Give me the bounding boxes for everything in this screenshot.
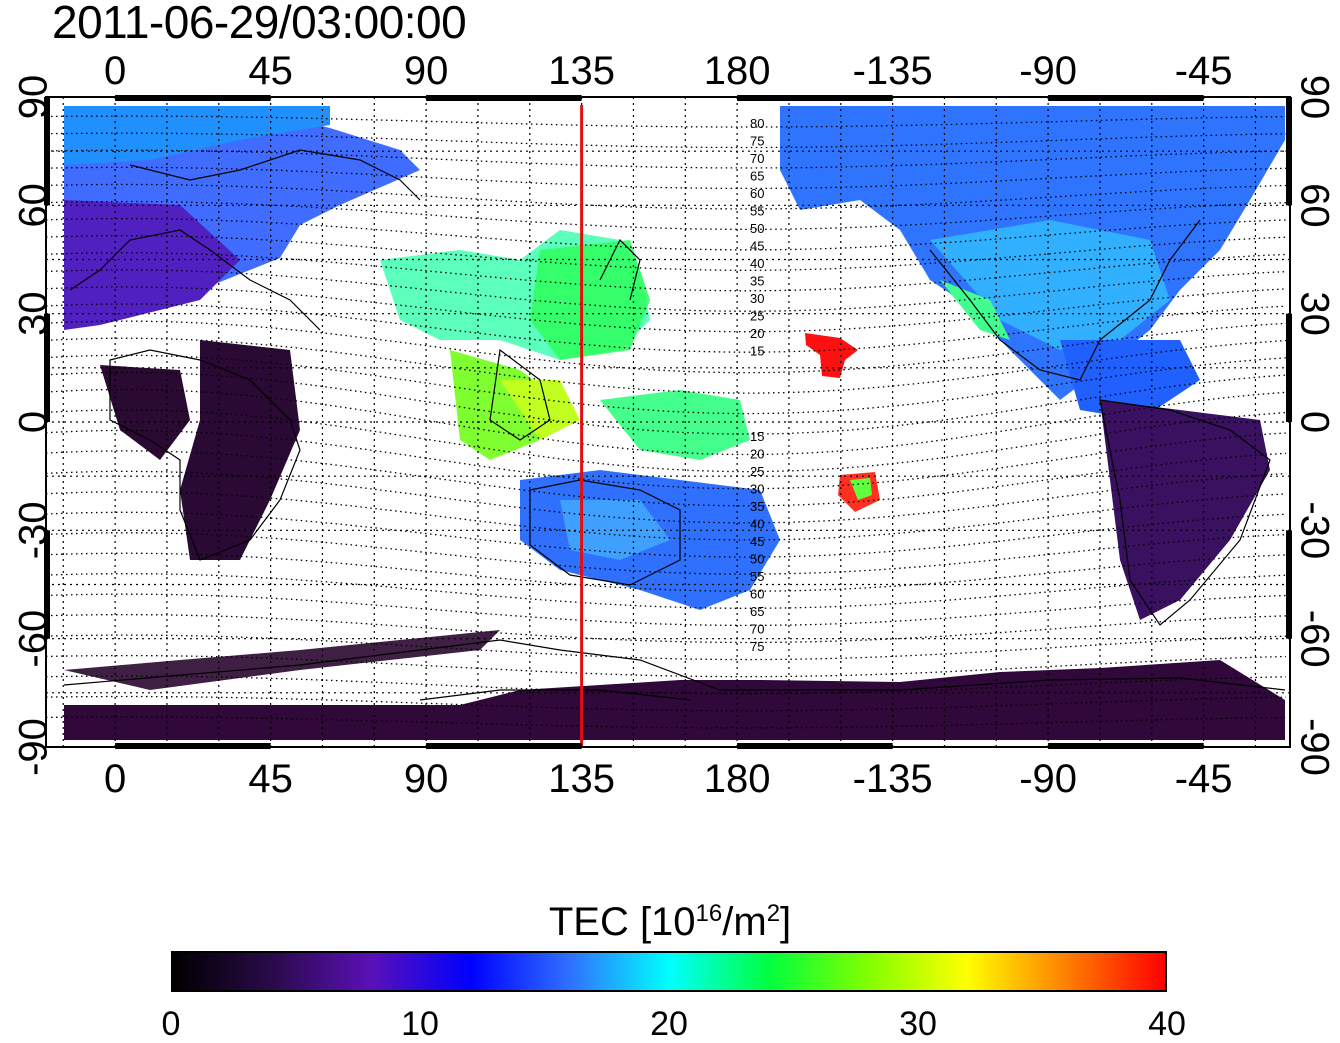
contour-label: 55 xyxy=(750,204,764,219)
right-lat-label: 0 xyxy=(1292,411,1336,433)
colorbar-tick-label: 0 xyxy=(161,1005,181,1043)
contour-label: 35 xyxy=(750,274,764,289)
contour-label: 45 xyxy=(750,239,764,254)
bottom-lon-label: 180 xyxy=(704,757,771,801)
right-lat-label: -90 xyxy=(1292,718,1336,776)
top-lon-label: 0 xyxy=(104,49,126,93)
bottom-lon-label: 0 xyxy=(104,757,126,801)
right-lat-label: 90 xyxy=(1292,75,1336,120)
top-lon-label: -90 xyxy=(1019,49,1077,93)
bottom-lon-label: 45 xyxy=(248,757,293,801)
timestamp-title: 2011-06-29/03:00:00 xyxy=(52,0,467,48)
top-lon-label: -135 xyxy=(853,49,933,93)
colorbar-tick-label: 40 xyxy=(1148,1005,1186,1043)
magnetic-contours xyxy=(45,115,1287,729)
left-lat-label: 60 xyxy=(12,183,56,228)
contour-label: 25 xyxy=(750,309,764,324)
axis-bars xyxy=(44,95,1292,749)
top-lon-label: 90 xyxy=(404,49,449,93)
left-lat-label: -90 xyxy=(12,718,56,776)
contour-label: 25 xyxy=(750,464,764,479)
colorbar-tick-label: 10 xyxy=(401,1005,439,1043)
left-lat-label: 90 xyxy=(12,75,56,120)
contour-label: 35 xyxy=(750,499,764,514)
bottom-lon-label: 135 xyxy=(548,757,615,801)
coastlines xyxy=(63,149,1286,701)
contour-label: 60 xyxy=(750,587,764,602)
right-lat-label: -60 xyxy=(1292,610,1336,668)
tec-map: 0 45 90 135 180 -135 -90 -45 0 45 90 135 180 -135 -90… xyxy=(12,49,1337,801)
contour-labels: 80 75 70 65 60 55 50 45 40 35 30 25 20 15 15 20 25 30 35 40… xyxy=(750,116,764,654)
contour-label: 75 xyxy=(750,639,764,654)
bottom-lon-label: -45 xyxy=(1175,757,1233,801)
colorbar-title: TEC [1016/m2] xyxy=(548,900,792,944)
contour-label: 70 xyxy=(750,622,764,637)
colorbar-tick-label: 20 xyxy=(650,1005,688,1043)
contour-label: 50 xyxy=(750,221,764,236)
contour-label: 80 xyxy=(750,116,764,131)
bottom-lon-label: 90 xyxy=(404,757,449,801)
contour-label: 65 xyxy=(750,604,764,619)
right-latitude-labels: 90 60 30 0 -30 -60 -90 xyxy=(1292,75,1336,776)
contour-label: 60 xyxy=(750,186,764,201)
contour-label: 30 xyxy=(750,482,764,497)
contour-label: 65 xyxy=(750,169,764,184)
left-lat-label: -30 xyxy=(12,501,56,559)
top-longitude-labels: 0 45 90 135 180 -135 -90 -45 xyxy=(104,49,1233,93)
contour-label: 40 xyxy=(750,517,764,532)
bottom-lon-label: -135 xyxy=(853,757,933,801)
contour-label: 15 xyxy=(750,429,764,444)
contour-label: 40 xyxy=(750,256,764,271)
right-lat-label: -30 xyxy=(1292,501,1336,559)
contour-label: 70 xyxy=(750,151,764,166)
bottom-longitude-labels: 0 45 90 135 180 -135 -90 -45 xyxy=(104,757,1233,801)
top-lon-label: -45 xyxy=(1175,49,1233,93)
map-grid xyxy=(46,97,1290,747)
top-lon-label: 45 xyxy=(248,49,293,93)
colorbar-tick-label: 30 xyxy=(899,1005,937,1043)
contour-label: 15 xyxy=(750,344,764,359)
right-lat-label: 60 xyxy=(1292,183,1336,228)
bottom-lon-label: -90 xyxy=(1019,757,1077,801)
right-lat-label: 30 xyxy=(1292,291,1336,336)
contour-label: 50 xyxy=(750,552,764,567)
top-lon-label: 135 xyxy=(548,49,615,93)
contour-label: 30 xyxy=(750,291,764,306)
contour-label: 20 xyxy=(750,447,764,462)
contour-label: 20 xyxy=(750,326,764,341)
contour-label: 55 xyxy=(750,569,764,584)
left-lat-label: 0 xyxy=(12,411,56,433)
contour-label: 75 xyxy=(750,134,764,149)
left-lat-label: 30 xyxy=(12,291,56,336)
top-lon-label: 180 xyxy=(704,49,771,93)
contour-label: 45 xyxy=(750,534,764,549)
left-latitude-labels: 90 60 30 0 -30 -60 -90 xyxy=(12,75,56,776)
left-lat-label: -60 xyxy=(12,610,56,668)
colorbar xyxy=(171,951,1167,992)
